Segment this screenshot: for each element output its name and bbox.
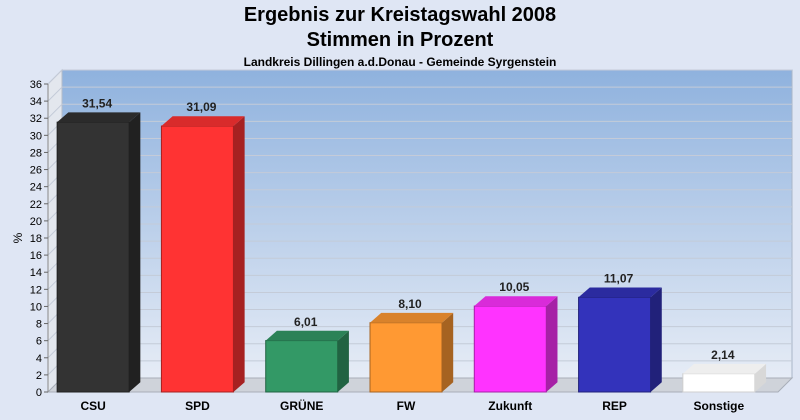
bars: 31,54 31,09 6,01 8,10 10,05 11,07 2,14 bbox=[56, 96, 767, 393]
data-label: 11,07 bbox=[604, 271, 634, 285]
y-tick-label: 36 bbox=[30, 79, 42, 91]
bar-side bbox=[754, 363, 767, 392]
bar-top bbox=[474, 296, 558, 307]
y-tick-label: 6 bbox=[36, 336, 42, 348]
y-tick-label: 4 bbox=[36, 353, 42, 365]
y-tick-label: 2 bbox=[36, 370, 42, 382]
bar-side bbox=[442, 312, 454, 392]
chart-subtitle: Landkreis Dillingen a.d.Donau - Gemeinde… bbox=[243, 55, 557, 69]
x-tick-label: CSU bbox=[80, 399, 105, 413]
x-tick-label: GRÜNE bbox=[280, 398, 323, 413]
bar-top bbox=[161, 116, 245, 127]
y-tick-label: 24 bbox=[30, 182, 42, 194]
bar-spd: 31,09 bbox=[160, 100, 245, 393]
data-label: 31,54 bbox=[82, 96, 112, 110]
y-tick-label: 14 bbox=[30, 267, 42, 279]
y-tick-label: 32 bbox=[30, 113, 42, 125]
gridline bbox=[47, 69, 792, 85]
bar-side bbox=[650, 287, 662, 392]
y-tick-label: 8 bbox=[36, 319, 42, 331]
bar-sonstige: 2,14 bbox=[682, 348, 767, 393]
data-label: 31,09 bbox=[186, 100, 216, 114]
chart-title: Ergebnis zur Kreistagswahl 2008 bbox=[243, 4, 557, 26]
y-tick-label: 22 bbox=[30, 199, 42, 211]
data-label: 10,05 bbox=[499, 280, 529, 294]
y-tick-label: 20 bbox=[30, 216, 42, 228]
y-tick-label: 30 bbox=[30, 130, 42, 142]
bar-rep: 11,07 bbox=[578, 271, 662, 393]
y-tick-label: 28 bbox=[30, 147, 42, 159]
data-label: 6,01 bbox=[294, 315, 318, 329]
bar-side bbox=[129, 112, 141, 392]
bar-front bbox=[265, 340, 339, 393]
x-tick-label: Sonstige bbox=[694, 399, 745, 413]
bar-side bbox=[233, 116, 245, 393]
bar-csu: 31,54 bbox=[56, 96, 141, 393]
bar-top bbox=[578, 287, 662, 298]
gridline bbox=[47, 86, 792, 102]
bar-top bbox=[370, 312, 454, 323]
y-tick-label: 0 bbox=[36, 387, 42, 399]
bar-front bbox=[682, 373, 756, 393]
y-tick-label: 18 bbox=[30, 233, 42, 245]
bar-side bbox=[546, 296, 558, 392]
bar-front bbox=[56, 121, 130, 393]
bar-side bbox=[337, 330, 349, 392]
chart-title-line2: Stimmen in Prozent bbox=[306, 29, 494, 51]
bar-front bbox=[473, 305, 547, 393]
gridline bbox=[47, 103, 792, 119]
x-tick-label: Zukunft bbox=[488, 399, 532, 413]
bar-grüne: 6,01 bbox=[265, 315, 349, 393]
y-tick-label: 12 bbox=[30, 284, 42, 296]
data-label: 2,14 bbox=[711, 348, 735, 362]
bar-top bbox=[682, 363, 767, 374]
bar-front bbox=[578, 296, 652, 393]
x-axis: CSU SPD GRÜNE FW Zukunft REP Sonstige bbox=[80, 398, 744, 413]
y-tick-label: 16 bbox=[30, 250, 42, 262]
bar-front bbox=[369, 322, 443, 393]
x-tick-label: REP bbox=[602, 399, 627, 413]
x-tick-label: SPD bbox=[185, 399, 210, 413]
bar-top bbox=[265, 330, 349, 341]
y-tick-label: 34 bbox=[30, 96, 42, 108]
bar-front bbox=[160, 125, 234, 393]
bar-zukunft: 10,05 bbox=[473, 280, 558, 393]
y-tick-label: 26 bbox=[30, 165, 42, 177]
y-axis-label: % bbox=[11, 232, 25, 243]
y-tick-label: 10 bbox=[30, 301, 42, 313]
bar-top bbox=[57, 112, 141, 123]
x-tick-label: FW bbox=[397, 399, 416, 413]
data-label: 8,10 bbox=[398, 297, 422, 311]
bar-fw: 8,10 bbox=[369, 297, 454, 393]
